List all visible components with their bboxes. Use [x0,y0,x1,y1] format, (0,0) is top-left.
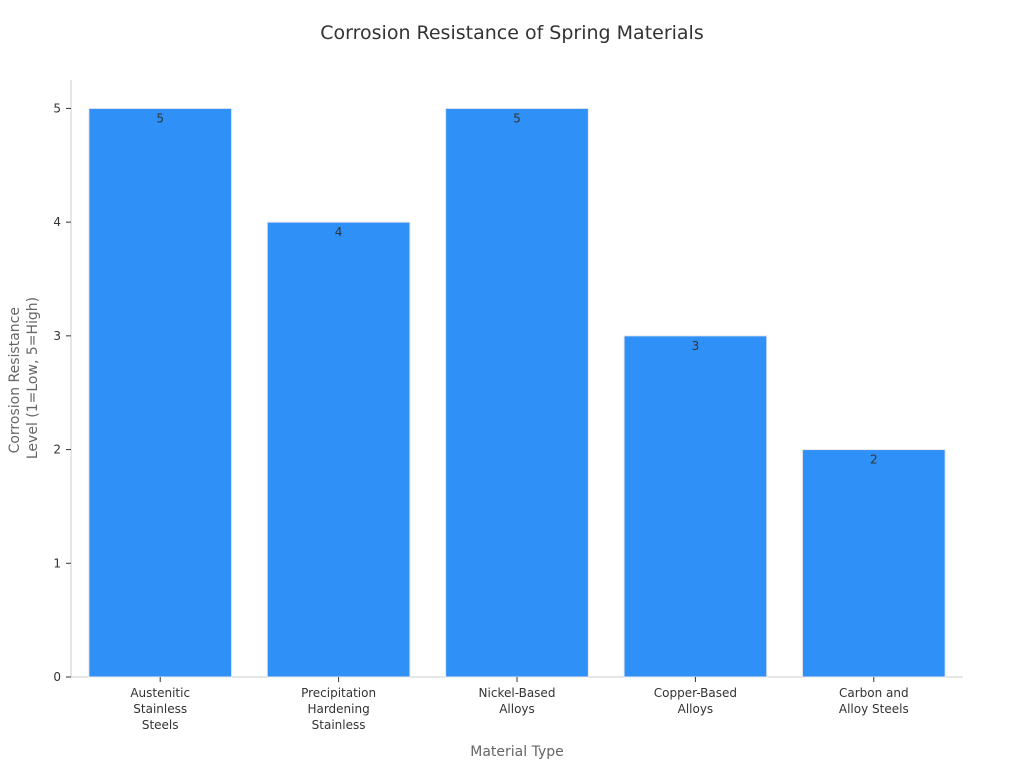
plot-area: 0 1 2 3 4 5 5 Austenitic Stainless Steels 4 Precipi… [53,80,963,732]
y-axis-title: Corrosion Resistance Level (1=Low, 5=Hig… [7,297,41,459]
x-tick-label-line: Precipitation [301,686,376,700]
x-tick-label-line: Stainless [133,702,187,716]
x-tick-label: Nickel-Based Alloys [479,686,556,716]
x-tick-label-line: Alloys [678,702,714,716]
y-axis-title-line-2: Level (1=Low, 5=High) [25,297,41,459]
bar-4 [623,335,768,678]
bar-value-label: 3 [692,339,700,353]
chart-title: Corrosion Resistance of Spring Materials [320,22,704,44]
x-tick-label-line: Carbon and [839,686,909,700]
bar-value-label: 2 [870,453,878,467]
y-tick-label: 3 [53,329,61,343]
x-tick-label-line: Austenitic [130,686,190,700]
y-tick-label: 5 [53,101,61,115]
y-axis-title-line-1: Corrosion Resistance [7,307,23,453]
y-tick-label: 1 [53,556,61,570]
x-tick-label-line: Nickel-Based [479,686,556,700]
x-tick-label: Copper-Based Alloys [654,686,737,716]
bar-3 [445,107,589,678]
y-tick-label: 4 [53,215,61,229]
y-tick-label: 0 [53,670,61,684]
x-tick-label-line: Copper-Based [654,686,737,700]
x-tick-label-line: Alloys [499,702,535,716]
bar-2 [266,221,411,678]
x-tick-label-line: Steels [142,718,179,732]
x-tick-label-line: Stainless [312,718,366,732]
x-tick-label: Precipitation Hardening Stainless [301,686,376,732]
bar-1 [88,107,233,678]
x-axis-title: Material Type [470,744,563,760]
x-tick-label-line: Alloy Steels [839,702,909,716]
x-tick-label-line: Hardening [307,702,369,716]
bar-value-label: 5 [513,111,521,125]
bar-value-label: 5 [156,111,164,125]
x-tick-label: Austenitic Stainless Steels [130,686,190,732]
x-tick-label: Carbon and Alloy Steels [839,686,909,716]
y-tick-label: 2 [53,443,61,457]
bar-value-label: 4 [335,225,343,239]
bar-5 [801,449,946,678]
